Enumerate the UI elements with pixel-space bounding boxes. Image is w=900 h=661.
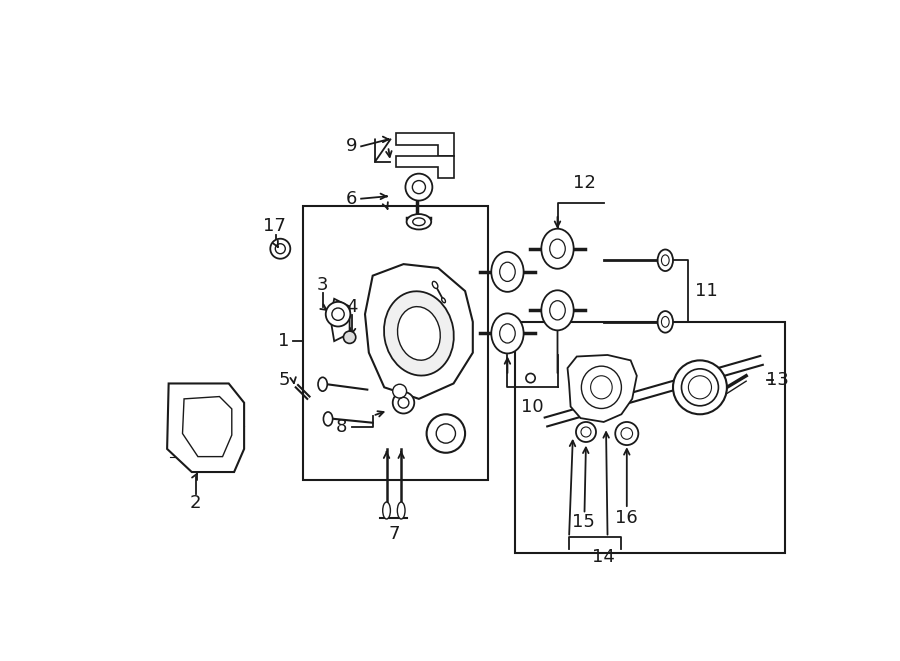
Ellipse shape xyxy=(344,331,356,344)
Ellipse shape xyxy=(673,360,727,414)
Ellipse shape xyxy=(382,502,391,519)
Ellipse shape xyxy=(326,302,350,327)
Ellipse shape xyxy=(392,392,414,414)
Ellipse shape xyxy=(541,229,573,269)
Text: 14: 14 xyxy=(592,548,615,566)
Ellipse shape xyxy=(397,502,405,519)
Ellipse shape xyxy=(576,422,596,442)
Polygon shape xyxy=(365,264,472,399)
Ellipse shape xyxy=(658,249,673,271)
Ellipse shape xyxy=(318,377,328,391)
Ellipse shape xyxy=(427,414,465,453)
Text: 16: 16 xyxy=(616,509,638,527)
Bar xyxy=(303,206,488,480)
Text: 3: 3 xyxy=(317,276,328,294)
Text: 8: 8 xyxy=(337,418,347,436)
Text: 7: 7 xyxy=(389,525,400,543)
Ellipse shape xyxy=(616,422,638,445)
Bar xyxy=(515,322,785,553)
Ellipse shape xyxy=(658,311,673,332)
Text: 2: 2 xyxy=(190,494,202,512)
Ellipse shape xyxy=(541,290,573,330)
Text: 17: 17 xyxy=(264,217,286,235)
Text: 5: 5 xyxy=(278,371,290,389)
Text: 10: 10 xyxy=(521,397,544,416)
Ellipse shape xyxy=(323,412,333,426)
Ellipse shape xyxy=(581,366,621,408)
Text: 1: 1 xyxy=(278,332,290,350)
Ellipse shape xyxy=(392,384,407,398)
Text: 9: 9 xyxy=(346,137,357,155)
Ellipse shape xyxy=(405,174,432,200)
Ellipse shape xyxy=(491,313,524,354)
Text: 12: 12 xyxy=(573,175,596,192)
Ellipse shape xyxy=(432,282,437,288)
Ellipse shape xyxy=(384,292,454,375)
Ellipse shape xyxy=(442,298,446,303)
Text: 6: 6 xyxy=(346,190,357,208)
Polygon shape xyxy=(568,355,637,422)
Polygon shape xyxy=(330,299,349,341)
Ellipse shape xyxy=(407,214,431,229)
Text: 11: 11 xyxy=(695,282,717,300)
Text: 4: 4 xyxy=(346,298,357,316)
Ellipse shape xyxy=(681,369,718,406)
Polygon shape xyxy=(396,156,454,178)
Polygon shape xyxy=(396,134,454,156)
Ellipse shape xyxy=(398,307,440,360)
Text: 13: 13 xyxy=(766,371,788,389)
Ellipse shape xyxy=(491,252,524,292)
Ellipse shape xyxy=(270,239,291,258)
Text: 15: 15 xyxy=(572,513,595,531)
Polygon shape xyxy=(167,383,244,472)
